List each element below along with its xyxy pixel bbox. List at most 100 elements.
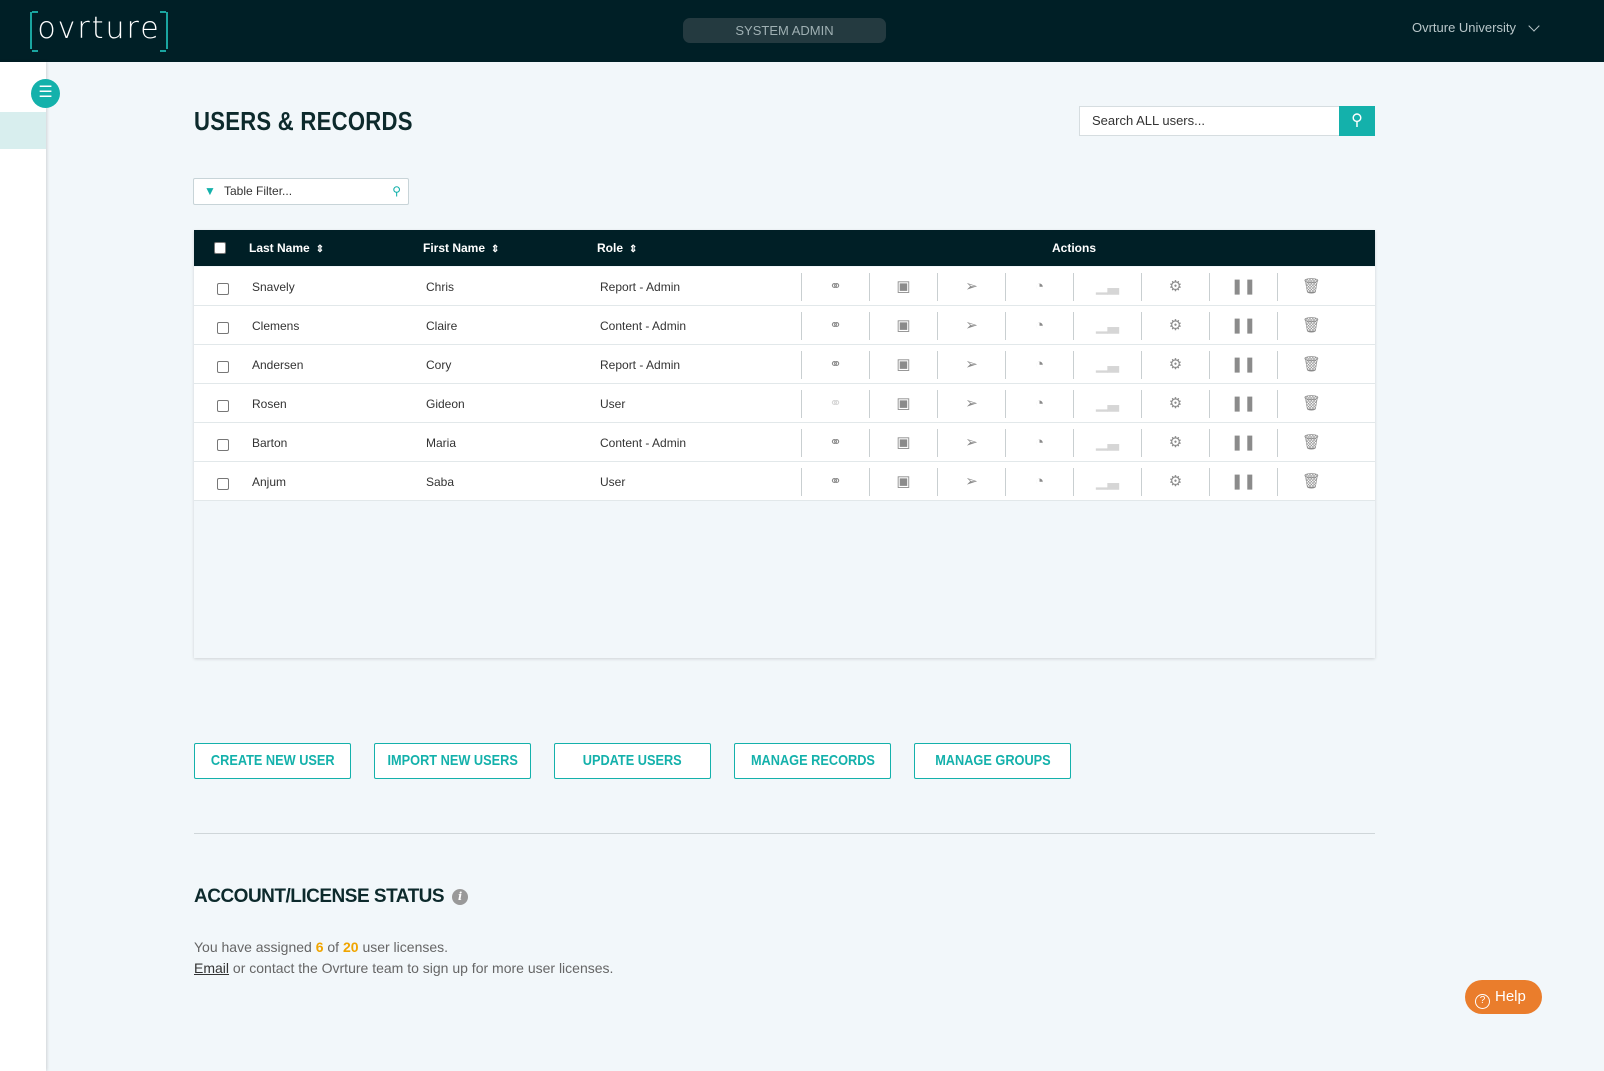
gear-button[interactable]: ⚙ bbox=[1141, 273, 1209, 301]
row-checkbox[interactable] bbox=[217, 478, 229, 490]
last-name: Anjum bbox=[252, 475, 287, 489]
cursor-button[interactable]: ➢ bbox=[937, 468, 1005, 496]
pie-report-button[interactable]: ◔ bbox=[1005, 351, 1073, 379]
gear-button[interactable]: ⚙ bbox=[1141, 429, 1209, 457]
pause-button[interactable]: ❚❚ bbox=[1209, 312, 1277, 340]
pie-report-button[interactable]: ◔ bbox=[1005, 390, 1073, 418]
info-icon[interactable]: i bbox=[452, 889, 469, 905]
pause-icon: ❚❚ bbox=[1230, 317, 1257, 334]
contact-button[interactable]: ▣ bbox=[869, 390, 937, 418]
key-reset-button[interactable]: ⚭ bbox=[801, 429, 869, 457]
update-users-button[interactable]: UPDATE USERS bbox=[554, 743, 711, 779]
help-label: Help bbox=[1495, 988, 1526, 1005]
pie-report-icon: ◔ bbox=[1034, 434, 1045, 451]
pause-button[interactable]: ❚❚ bbox=[1209, 351, 1277, 379]
trash-button[interactable]: 🗑 bbox=[1277, 429, 1345, 457]
key-reset-icon: ⚭ bbox=[829, 473, 842, 490]
contact-button[interactable]: ▣ bbox=[869, 468, 937, 496]
trash-button[interactable]: 🗑 bbox=[1277, 468, 1345, 496]
row-checkbox[interactable] bbox=[217, 439, 229, 451]
trash-icon: 🗑 bbox=[1301, 278, 1322, 295]
pie-report-icon: ◔ bbox=[1034, 473, 1045, 490]
bar-chart-button[interactable]: ▁▃ bbox=[1073, 468, 1141, 496]
sidebar-item-active[interactable] bbox=[0, 112, 46, 149]
help-button[interactable]: ? Help bbox=[1465, 980, 1542, 1014]
pie-report-button[interactable]: ◔ bbox=[1005, 468, 1073, 496]
column-first-name: First Name bbox=[423, 241, 486, 255]
cursor-button[interactable]: ➢ bbox=[937, 312, 1005, 340]
license-status-heading: ACCOUNT/LICENSE STATUS i bbox=[194, 886, 469, 908]
row-checkbox[interactable] bbox=[217, 322, 229, 334]
sort-role[interactable]: Role ⇕ bbox=[597, 241, 637, 255]
import-new-users-button[interactable]: IMPORT NEW USERS bbox=[374, 743, 531, 779]
key-reset-button[interactable]: ⚭ bbox=[801, 351, 869, 379]
top-navbar: ovrture SYSTEM ADMIN Ovrture University bbox=[0, 0, 1604, 62]
cursor-button[interactable]: ➢ bbox=[937, 429, 1005, 457]
org-switcher[interactable]: Ovrture University bbox=[1412, 19, 1540, 35]
ovrture-logo[interactable]: ovrture bbox=[30, 11, 168, 52]
row-checkbox[interactable] bbox=[217, 361, 229, 373]
contact-icon: ▣ bbox=[896, 473, 911, 490]
contact-button[interactable]: ▣ bbox=[869, 351, 937, 379]
gear-button[interactable]: ⚙ bbox=[1141, 351, 1209, 379]
gear-button[interactable]: ⚙ bbox=[1141, 312, 1209, 340]
table-header: Last Name ⇕ First Name ⇕ Role ⇕ Actions bbox=[194, 230, 1375, 266]
table-filter-input[interactable]: ▼ Table Filter... ⚲ bbox=[193, 178, 409, 205]
pie-report-button[interactable]: ◔ bbox=[1005, 273, 1073, 301]
role: Report - Admin bbox=[600, 358, 681, 372]
manage-groups-button[interactable]: MANAGE GROUPS bbox=[914, 743, 1071, 779]
sidebar bbox=[0, 62, 46, 1071]
trash-button[interactable]: 🗑 bbox=[1277, 312, 1345, 340]
cursor-button[interactable]: ➢ bbox=[937, 273, 1005, 301]
bar-chart-icon: ▁▃ bbox=[1095, 356, 1120, 373]
pie-report-button[interactable]: ◔ bbox=[1005, 312, 1073, 340]
search-all-users-input[interactable]: Search ALL users... bbox=[1079, 106, 1340, 136]
select-all-checkbox[interactable] bbox=[214, 242, 226, 254]
contact-button[interactable]: ▣ bbox=[869, 312, 937, 340]
first-name: Chris bbox=[426, 280, 455, 294]
menu-icon[interactable]: ☰ bbox=[31, 79, 60, 108]
chevron-down-icon[interactable] bbox=[1528, 19, 1540, 32]
pause-button[interactable]: ❚❚ bbox=[1209, 390, 1277, 418]
bar-chart-button[interactable]: ▁▃ bbox=[1073, 390, 1141, 418]
trash-button[interactable]: 🗑 bbox=[1277, 273, 1345, 301]
row-checkbox[interactable] bbox=[217, 283, 229, 295]
trash-button[interactable]: 🗑 bbox=[1277, 351, 1345, 379]
contact-button[interactable]: ▣ bbox=[869, 273, 937, 301]
pie-report-icon: ◔ bbox=[1034, 278, 1045, 295]
bar-chart-button[interactable]: ▁▃ bbox=[1073, 273, 1141, 301]
cursor-icon: ➢ bbox=[965, 356, 978, 373]
gear-icon: ⚙ bbox=[1168, 278, 1183, 295]
pie-report-icon: ◔ bbox=[1034, 395, 1045, 412]
key-reset-button[interactable]: ⚭ bbox=[801, 312, 869, 340]
pause-button[interactable]: ❚❚ bbox=[1209, 429, 1277, 457]
key-reset-button[interactable]: ⚭ bbox=[801, 273, 869, 301]
cursor-button[interactable]: ➢ bbox=[937, 351, 1005, 379]
contact-button[interactable]: ▣ bbox=[869, 429, 937, 457]
bar-chart-icon: ▁▃ bbox=[1095, 278, 1120, 295]
sort-last-name[interactable]: Last Name ⇕ bbox=[249, 241, 324, 255]
key-reset-button[interactable]: ⚭ bbox=[801, 390, 869, 418]
column-role: Role bbox=[597, 241, 624, 255]
trash-button[interactable]: 🗑 bbox=[1277, 390, 1345, 418]
gear-button[interactable]: ⚙ bbox=[1141, 390, 1209, 418]
cursor-button[interactable]: ➢ bbox=[937, 390, 1005, 418]
key-reset-button[interactable]: ⚭ bbox=[801, 468, 869, 496]
manage-records-button[interactable]: MANAGE RECORDS bbox=[734, 743, 891, 779]
role: User bbox=[600, 397, 626, 411]
first-name: Gideon bbox=[426, 397, 465, 411]
bar-chart-button[interactable]: ▁▃ bbox=[1073, 312, 1141, 340]
bar-chart-button[interactable]: ▁▃ bbox=[1073, 429, 1141, 457]
sort-first-name[interactable]: First Name ⇕ bbox=[423, 241, 499, 255]
cursor-icon: ➢ bbox=[965, 395, 978, 412]
search-button[interactable]: ⚲ bbox=[1339, 106, 1375, 136]
gear-button[interactable]: ⚙ bbox=[1141, 468, 1209, 496]
pie-report-button[interactable]: ◔ bbox=[1005, 429, 1073, 457]
license-text: You have assigned 6 of 20 user licenses.… bbox=[194, 937, 613, 979]
row-checkbox[interactable] bbox=[217, 400, 229, 412]
email-link[interactable]: Email bbox=[194, 960, 230, 976]
pause-button[interactable]: ❚❚ bbox=[1209, 468, 1277, 496]
bar-chart-button[interactable]: ▁▃ bbox=[1073, 351, 1141, 379]
pause-button[interactable]: ❚❚ bbox=[1209, 273, 1277, 301]
create-new-user-button[interactable]: CREATE NEW USER bbox=[194, 743, 351, 779]
